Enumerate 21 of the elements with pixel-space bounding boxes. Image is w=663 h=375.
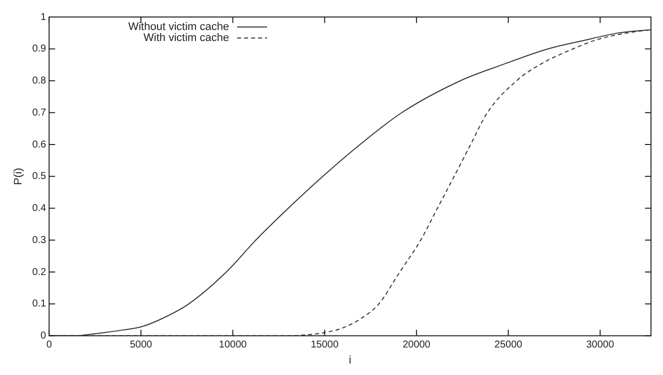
y-tick-label: 0.1 [32,298,47,310]
x-tick-label: 5000 [130,340,153,351]
y-axis-title: P(i) [12,168,25,185]
y-tick-label: 0.8 [32,76,47,87]
x-axis-title: i [348,354,352,366]
x-tick-label: 25000 [494,340,523,351]
y-tick-label: 0.9 [32,44,47,55]
legend-label: With victim cache [144,32,230,44]
y-tick-label: 1 [40,12,47,23]
y-tick-label: 0 [40,330,47,342]
x-tick-label: 10000 [218,340,248,351]
y-tick-label: 0.2 [32,266,47,278]
x-tick-label: 30000 [586,340,614,351]
text: Without victim cache [128,21,230,34]
y-tick-label: 0.4 [32,203,47,214]
y-tick-label: 0.6 [32,139,47,150]
y-tick-label: 0.7 [32,107,47,118]
y-tick-label: 0.3 [32,234,47,246]
y-tick-label: 0.5 [32,171,47,182]
x-tick-label: 20000 [402,340,431,351]
x-tick-label: 15000 [310,340,339,351]
